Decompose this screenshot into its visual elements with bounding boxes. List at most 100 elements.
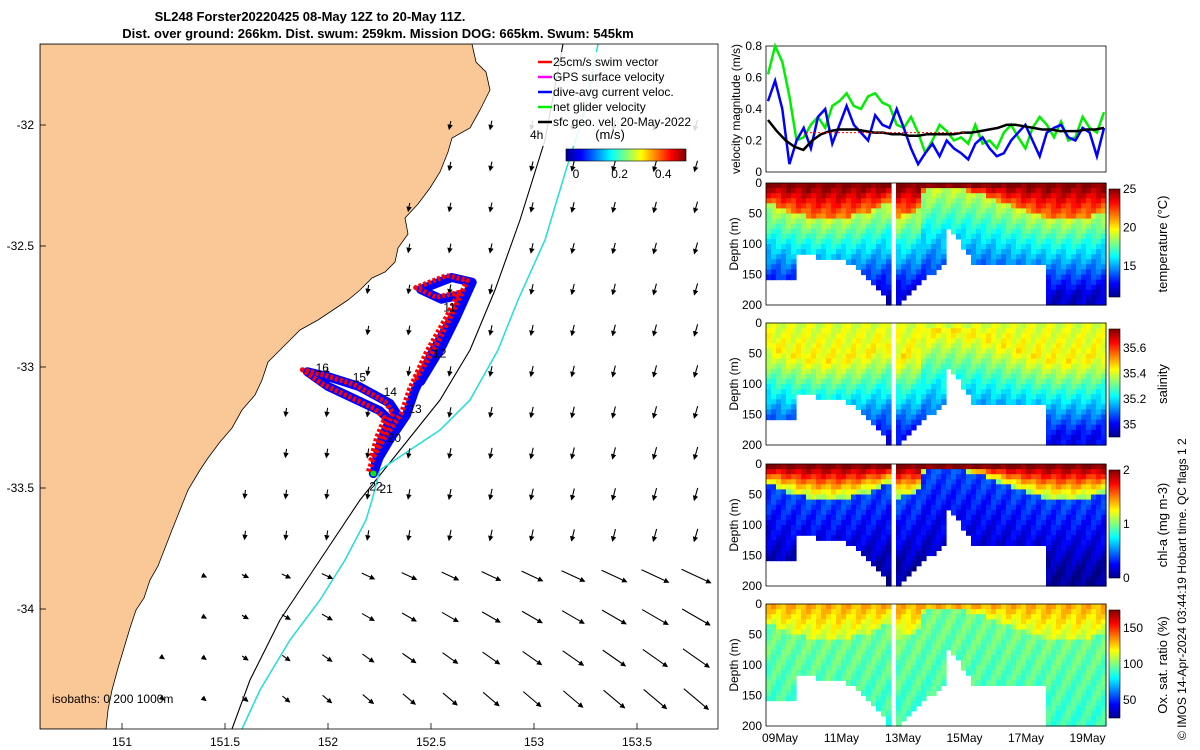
heatmap-cell — [821, 629, 827, 636]
heatmap-cell — [916, 188, 922, 194]
heatmap-cell — [851, 494, 857, 501]
heatmap-cell — [901, 469, 907, 475]
heatmap-cell — [931, 249, 937, 255]
heatmap-cell — [896, 363, 902, 370]
heatmap-cell — [1016, 188, 1022, 194]
heatmap-cell — [871, 629, 877, 636]
heatmap-cell — [981, 649, 987, 656]
heatmap-cell — [1056, 624, 1062, 630]
heatmap-cell — [911, 238, 917, 245]
heatmap-cell — [1021, 639, 1027, 646]
heatmap-cell — [1026, 499, 1032, 506]
depth-tick: 0 — [755, 316, 762, 330]
heatmap-cell — [1001, 203, 1007, 209]
heatmap-cell — [816, 639, 822, 646]
heatmap-cell — [1056, 198, 1062, 204]
heatmap-cell — [816, 358, 822, 365]
heatmap-frame — [765, 182, 1107, 306]
heatmap-cell — [916, 484, 922, 490]
heatmap-cell — [776, 368, 782, 375]
heatmap-cell — [796, 519, 802, 526]
heatmap-cell — [946, 624, 952, 630]
heatmap-cell — [1081, 249, 1087, 255]
heatmap-cell — [871, 404, 877, 410]
heatmap-cell — [1026, 504, 1032, 511]
heatmap-cell — [871, 233, 877, 240]
heatmap-cell — [821, 489, 827, 496]
heatmap-cell — [976, 249, 982, 255]
heatmap-cell — [1076, 368, 1082, 375]
heatmap-cell — [1076, 338, 1082, 344]
colorbar-tick-label: 35.2 — [1123, 392, 1147, 406]
heatmap-cell — [801, 223, 807, 230]
heatmap-cell — [866, 644, 872, 651]
heatmap-cell — [856, 328, 862, 334]
heatmap-cell — [931, 489, 937, 496]
heatmap-cell — [791, 614, 797, 620]
heatmap-cell — [901, 680, 907, 686]
heatmap-cell — [1096, 519, 1102, 526]
heatmap-cell — [846, 604, 852, 610]
heatmap-cell — [1061, 685, 1067, 691]
heatmap-cell — [946, 614, 952, 620]
heatmap-cell — [1006, 649, 1012, 656]
heatmap-cell — [1071, 399, 1077, 405]
heatmap-cell — [801, 614, 807, 620]
heatmap-cell — [996, 394, 1002, 400]
heatmap-cell — [991, 343, 997, 349]
heatmap-cell — [851, 619, 857, 625]
heatmap-cell — [931, 629, 937, 636]
heatmap-cell — [1001, 519, 1007, 526]
heatmap-cell — [1011, 509, 1017, 516]
heatmap-cell — [776, 353, 782, 360]
heatmap-cell — [981, 249, 987, 255]
heatmap-cell — [1006, 193, 1012, 199]
track-current-velocity — [302, 273, 477, 478]
heatmap-cell — [801, 509, 807, 516]
heatmap-cell — [771, 264, 777, 270]
heatmap-cell — [961, 338, 967, 344]
heatmap-cell — [971, 384, 977, 390]
heatmap-cell — [791, 404, 797, 410]
heatmap-cell — [1066, 519, 1072, 526]
heatmap-cell — [1001, 228, 1007, 235]
heatmap-cell — [1031, 338, 1037, 344]
heatmap-cell — [901, 259, 907, 265]
heatmap-cell — [881, 218, 887, 225]
depth-tick: 100 — [742, 377, 762, 391]
heatmap-cell — [921, 238, 927, 245]
heatmap-cell — [1001, 338, 1007, 344]
heatmap-cell — [1086, 439, 1092, 446]
heatmap-cell — [881, 363, 887, 370]
heatmap-cell — [991, 504, 997, 511]
heatmap-cell — [861, 659, 867, 666]
heatmap-cell — [856, 394, 862, 400]
heatmap-cell — [986, 368, 992, 375]
heatmap-cell — [1081, 399, 1087, 405]
heatmap-cell — [1101, 328, 1107, 334]
heatmap-cell — [921, 654, 927, 661]
heatmap-cell — [931, 264, 937, 270]
heatmap-cell — [791, 254, 797, 260]
heatmap-cell — [921, 338, 927, 344]
heatmap-cell — [1096, 284, 1102, 291]
heatmap-cell — [816, 629, 822, 636]
heatmap-cell — [811, 333, 817, 339]
heatmap-cell — [901, 464, 907, 470]
heatmap-cell — [1046, 424, 1052, 431]
heatmap-cell — [851, 504, 857, 511]
heatmap-cell — [981, 353, 987, 360]
heatmap-cell — [1031, 188, 1037, 194]
heatmap-cell — [1041, 644, 1047, 651]
heatmap-cell — [841, 474, 847, 480]
heatmap-cell — [1061, 639, 1067, 646]
heatmap-cell — [886, 509, 892, 516]
heatmap-cell — [896, 555, 902, 562]
heatmap-cell — [816, 353, 822, 360]
heatmap-cell — [876, 695, 882, 702]
heatmap-cell — [1066, 254, 1072, 260]
heatmap-cell — [1011, 399, 1017, 405]
heatmap-cell — [776, 203, 782, 209]
heatmap-cell — [836, 223, 842, 230]
heatmap-cell — [1031, 389, 1037, 395]
